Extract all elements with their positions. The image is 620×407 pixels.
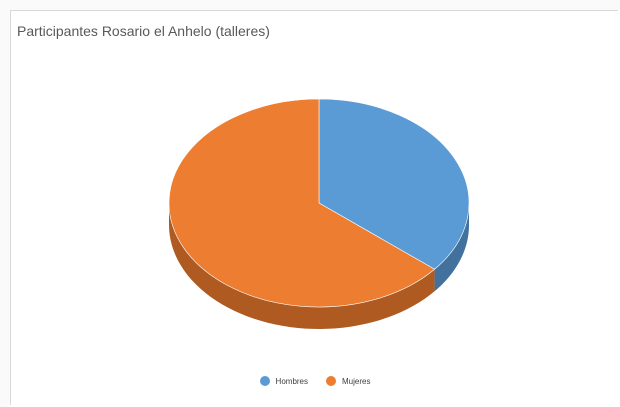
pie-side-mujeres xyxy=(169,203,435,329)
legend-swatch-mujeres xyxy=(326,376,336,386)
pie-chart[interactable] xyxy=(11,11,619,371)
pie-slice-mujeres[interactable] xyxy=(168,98,436,308)
pie-slice-hombres[interactable] xyxy=(318,98,470,270)
legend-swatch-hombres xyxy=(259,376,270,386)
legend-item-hombres[interactable]: Hombres xyxy=(259,376,308,386)
row-header-strip xyxy=(0,0,10,407)
column-header-strip xyxy=(0,0,620,10)
chart-legend: Hombres Mujeres xyxy=(11,376,619,386)
chart-title: Participantes Rosario el Anhelo (tallere… xyxy=(17,23,270,39)
legend-label-hombres: Hombres xyxy=(275,376,308,386)
pie-slices[interactable] xyxy=(168,98,470,308)
legend-label-mujeres: Mujeres xyxy=(342,376,371,386)
pie-side-walls xyxy=(169,203,469,329)
legend-item-mujeres[interactable]: Mujeres xyxy=(326,376,370,386)
chart-area[interactable]: Participantes Rosario el Anhelo (tallere… xyxy=(10,10,618,405)
pie-side-hombres xyxy=(434,203,469,292)
